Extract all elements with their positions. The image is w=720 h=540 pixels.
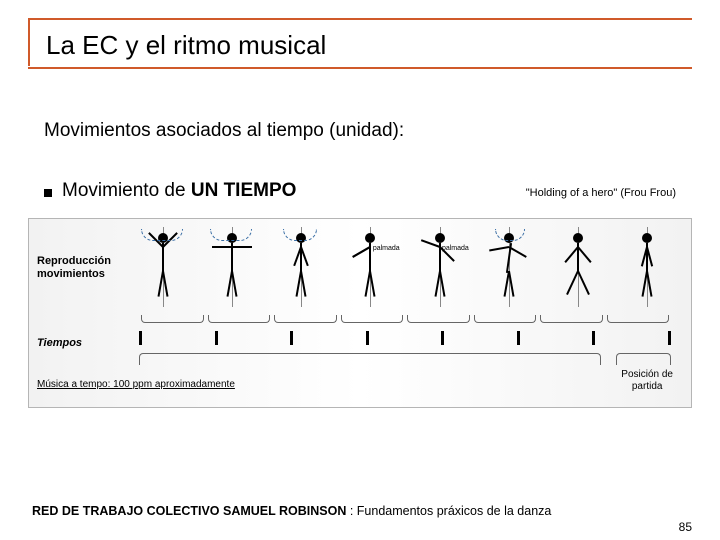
footer: RED DE TRABAJO COLECTIVO SAMUEL ROBINSON… [32, 504, 688, 518]
label-tiempos: Tiempos [37, 337, 82, 349]
stick-figure [208, 227, 256, 312]
bullet-left: Movimiento de UN TIEMPO [44, 180, 296, 202]
motion-arc [141, 229, 183, 241]
label-pos-l1: Posición de [621, 369, 673, 380]
motion-arc [210, 229, 252, 241]
tempo-tick [290, 331, 293, 345]
stick-figure [139, 227, 187, 312]
figure-bracket [141, 315, 204, 323]
stick-figure [485, 227, 533, 312]
title-tick [28, 18, 30, 66]
tempo-tick [139, 331, 142, 345]
figure-arm-right [232, 246, 252, 248]
footer-bold: RED DE TRABAJO COLECTIVO SAMUEL ROBINSON [32, 504, 346, 518]
movement-diagram: Reproducción movimientos Tiempos Música … [28, 218, 692, 408]
figure-bracket [208, 315, 271, 323]
figure-leg-left [566, 271, 579, 295]
title-block: La EC y el ritmo musical [28, 18, 692, 69]
figure-bracket [607, 315, 670, 323]
label-repro-l1: Reproducción [37, 255, 111, 267]
slide-title: La EC y el ritmo musical [28, 20, 692, 67]
label-musica: Música a tempo: 100 ppm aproximadamente [37, 379, 235, 390]
label-pos-l2: partida [632, 381, 663, 392]
figure-head-icon [642, 233, 652, 243]
tempo-tick [366, 331, 369, 345]
figure-bracket [540, 315, 603, 323]
stick-figure: palmada [346, 227, 394, 312]
song-reference: "Holding of a hero" (Frou Frou) [526, 187, 676, 199]
tempo-tick [668, 331, 671, 345]
figure-arm-right [577, 246, 591, 263]
bullet-row: Movimiento de UN TIEMPO "Holding of a he… [44, 180, 676, 202]
stick-figure [554, 227, 602, 312]
figure-arm-right [353, 246, 371, 258]
subtitle: Movimientos asociados al tiempo (unidad)… [44, 120, 404, 142]
bottom-bracket [139, 353, 601, 365]
brackets-row [139, 315, 671, 329]
label-repro-l2: movimientos [37, 268, 105, 280]
tempo-tick [592, 331, 595, 345]
motion-arc [495, 229, 525, 241]
figure-head-icon [365, 233, 375, 243]
figure-bracket [474, 315, 537, 323]
bullet-square-icon [44, 189, 52, 197]
title-rule-bottom [28, 67, 692, 69]
figure-head-icon [573, 233, 583, 243]
figure-bracket [407, 315, 470, 323]
tempo-tick [441, 331, 444, 345]
figure-arm-left [212, 246, 232, 248]
page-number: 85 [679, 520, 692, 534]
micro-label: palmada [373, 245, 400, 252]
stick-figure [277, 227, 325, 312]
label-posicion: Posición de partida [621, 369, 673, 393]
figure-bracket [274, 315, 337, 323]
ticks-row [139, 331, 671, 351]
figure-arm-right [508, 246, 526, 258]
figure-bracket [341, 315, 404, 323]
label-reproduccion: Reproducción movimientos [37, 255, 111, 281]
right-bracket [616, 353, 671, 365]
motion-arc [283, 229, 317, 241]
stick-figure: palmada [416, 227, 464, 312]
tempo-tick [215, 331, 218, 345]
stick-figure [623, 227, 671, 312]
figure-head-icon [435, 233, 445, 243]
bullet-prefix: Movimiento de [62, 180, 191, 201]
figure-leg-right [577, 271, 590, 295]
figures-row: palmadapalmada [139, 227, 671, 312]
figure-arm-left [489, 246, 509, 251]
footer-rest: : Fundamentos práxicos de la danza [346, 504, 551, 518]
tempo-tick [517, 331, 520, 345]
bullet-bold: UN TIEMPO [191, 180, 297, 201]
micro-label: palmada [442, 245, 469, 252]
bullet-text: Movimiento de UN TIEMPO [62, 180, 296, 202]
